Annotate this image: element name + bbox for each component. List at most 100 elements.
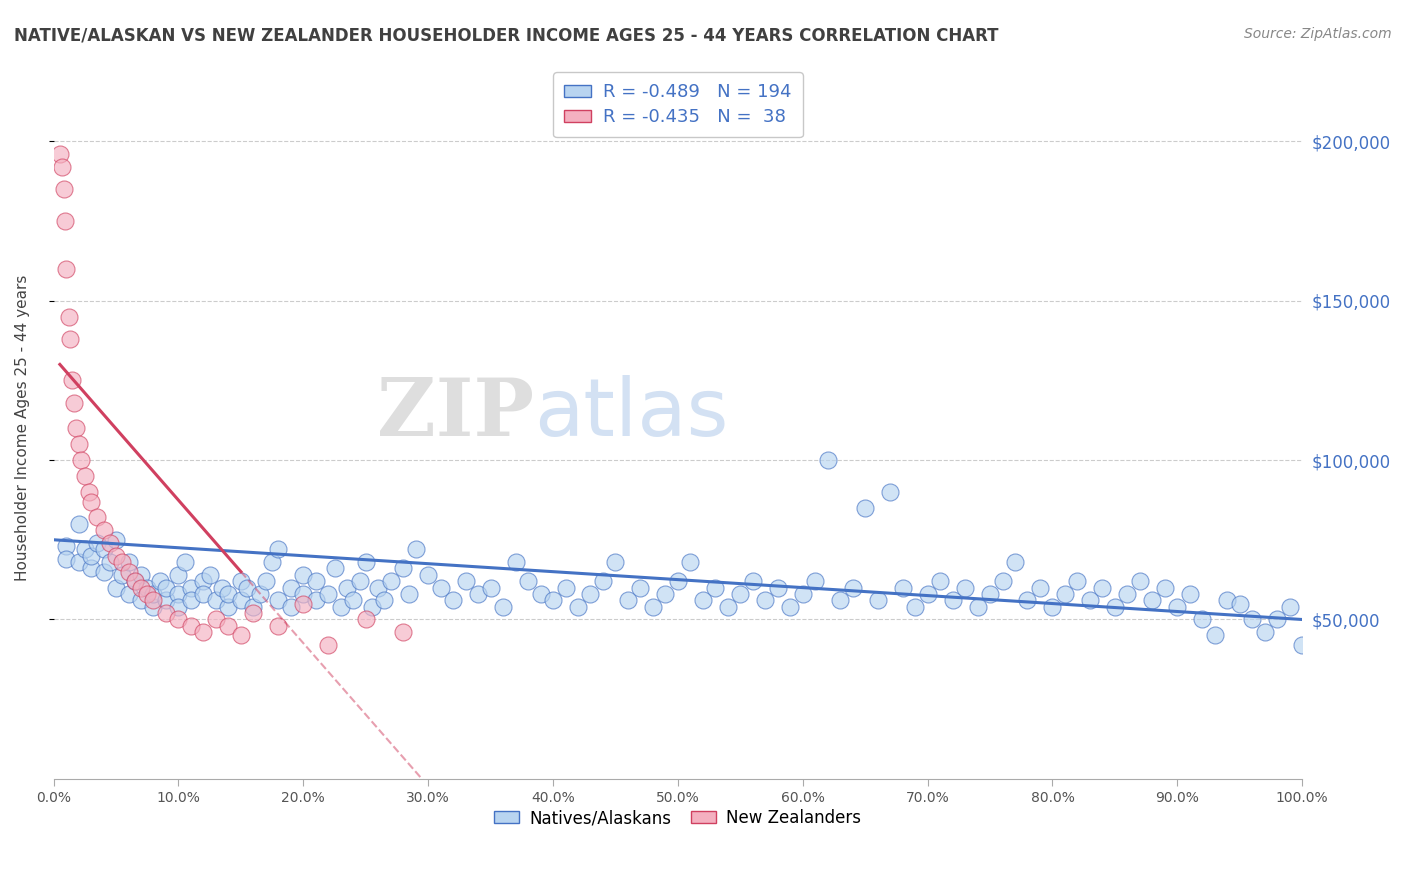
Point	[242, 606, 264, 620]
Point	[704, 581, 727, 595]
Point	[53, 214, 76, 228]
Point	[129, 581, 152, 595]
Point	[93, 523, 115, 537]
Point	[505, 555, 527, 569]
Point	[1253, 625, 1275, 640]
Point	[129, 593, 152, 607]
Point	[1053, 587, 1076, 601]
Point	[392, 625, 415, 640]
Point	[979, 587, 1001, 601]
Point	[429, 581, 451, 595]
Point	[316, 638, 339, 652]
Point	[205, 612, 228, 626]
Point	[193, 625, 215, 640]
Point	[67, 555, 90, 569]
Point	[180, 593, 202, 607]
Point	[136, 581, 159, 595]
Point	[198, 567, 221, 582]
Point	[1166, 599, 1188, 614]
Point	[292, 597, 315, 611]
Point	[80, 494, 103, 508]
Point	[567, 599, 589, 614]
Point	[60, 373, 83, 387]
Point	[316, 587, 339, 601]
Point	[105, 533, 128, 547]
Text: ZIP: ZIP	[377, 376, 534, 453]
Point	[830, 593, 852, 607]
Point	[211, 581, 233, 595]
Point	[242, 599, 264, 614]
Point	[67, 437, 90, 451]
Point	[554, 581, 576, 595]
Point	[280, 581, 302, 595]
Point	[754, 593, 776, 607]
Point	[236, 581, 259, 595]
Point	[58, 310, 80, 324]
Point	[666, 574, 689, 589]
Point	[792, 587, 814, 601]
Point	[292, 587, 315, 601]
Point	[349, 574, 371, 589]
Point	[124, 574, 146, 589]
Point	[628, 581, 651, 595]
Point	[136, 587, 159, 601]
Point	[1066, 574, 1088, 589]
Point	[692, 593, 714, 607]
Point	[398, 587, 420, 601]
Point	[51, 160, 73, 174]
Point	[73, 542, 96, 557]
Point	[529, 587, 551, 601]
Text: Source: ZipAtlas.com: Source: ZipAtlas.com	[1244, 27, 1392, 41]
Point	[305, 574, 328, 589]
Point	[217, 599, 239, 614]
Point	[679, 555, 702, 569]
Point	[891, 581, 914, 595]
Point	[254, 574, 277, 589]
Legend: Natives/Alaskans, New Zealanders: Natives/Alaskans, New Zealanders	[488, 803, 868, 834]
Point	[467, 587, 489, 601]
Point	[193, 587, 215, 601]
Point	[579, 587, 602, 601]
Y-axis label: Householder Income Ages 25 - 44 years: Householder Income Ages 25 - 44 years	[15, 275, 30, 582]
Point	[380, 574, 402, 589]
Point	[479, 581, 502, 595]
Point	[418, 567, 440, 582]
Point	[93, 565, 115, 579]
Point	[205, 593, 228, 607]
Point	[1104, 599, 1126, 614]
Point	[917, 587, 939, 601]
Point	[741, 574, 763, 589]
Point	[98, 536, 121, 550]
Point	[1042, 599, 1064, 614]
Point	[1116, 587, 1139, 601]
Point	[1029, 581, 1052, 595]
Point	[617, 593, 640, 607]
Point	[1229, 597, 1251, 611]
Point	[853, 500, 876, 515]
Text: NATIVE/ALASKAN VS NEW ZEALANDER HOUSEHOLDER INCOME AGES 25 - 44 YEARS CORRELATIO: NATIVE/ALASKAN VS NEW ZEALANDER HOUSEHOL…	[14, 27, 998, 45]
Point	[59, 332, 82, 346]
Point	[217, 587, 239, 601]
Point	[142, 587, 165, 601]
Point	[229, 574, 252, 589]
Point	[329, 599, 352, 614]
Point	[67, 516, 90, 531]
Point	[1191, 612, 1213, 626]
Point	[592, 574, 614, 589]
Point	[167, 587, 190, 601]
Point	[323, 561, 346, 575]
Point	[492, 599, 515, 614]
Point	[111, 567, 134, 582]
Point	[605, 555, 627, 569]
Point	[124, 574, 146, 589]
Point	[65, 421, 87, 435]
Text: atlas: atlas	[534, 376, 728, 453]
Point	[80, 561, 103, 575]
Point	[991, 574, 1014, 589]
Point	[292, 567, 315, 582]
Point	[142, 599, 165, 614]
Point	[1291, 638, 1313, 652]
Point	[77, 485, 100, 500]
Point	[1004, 555, 1026, 569]
Point	[392, 561, 415, 575]
